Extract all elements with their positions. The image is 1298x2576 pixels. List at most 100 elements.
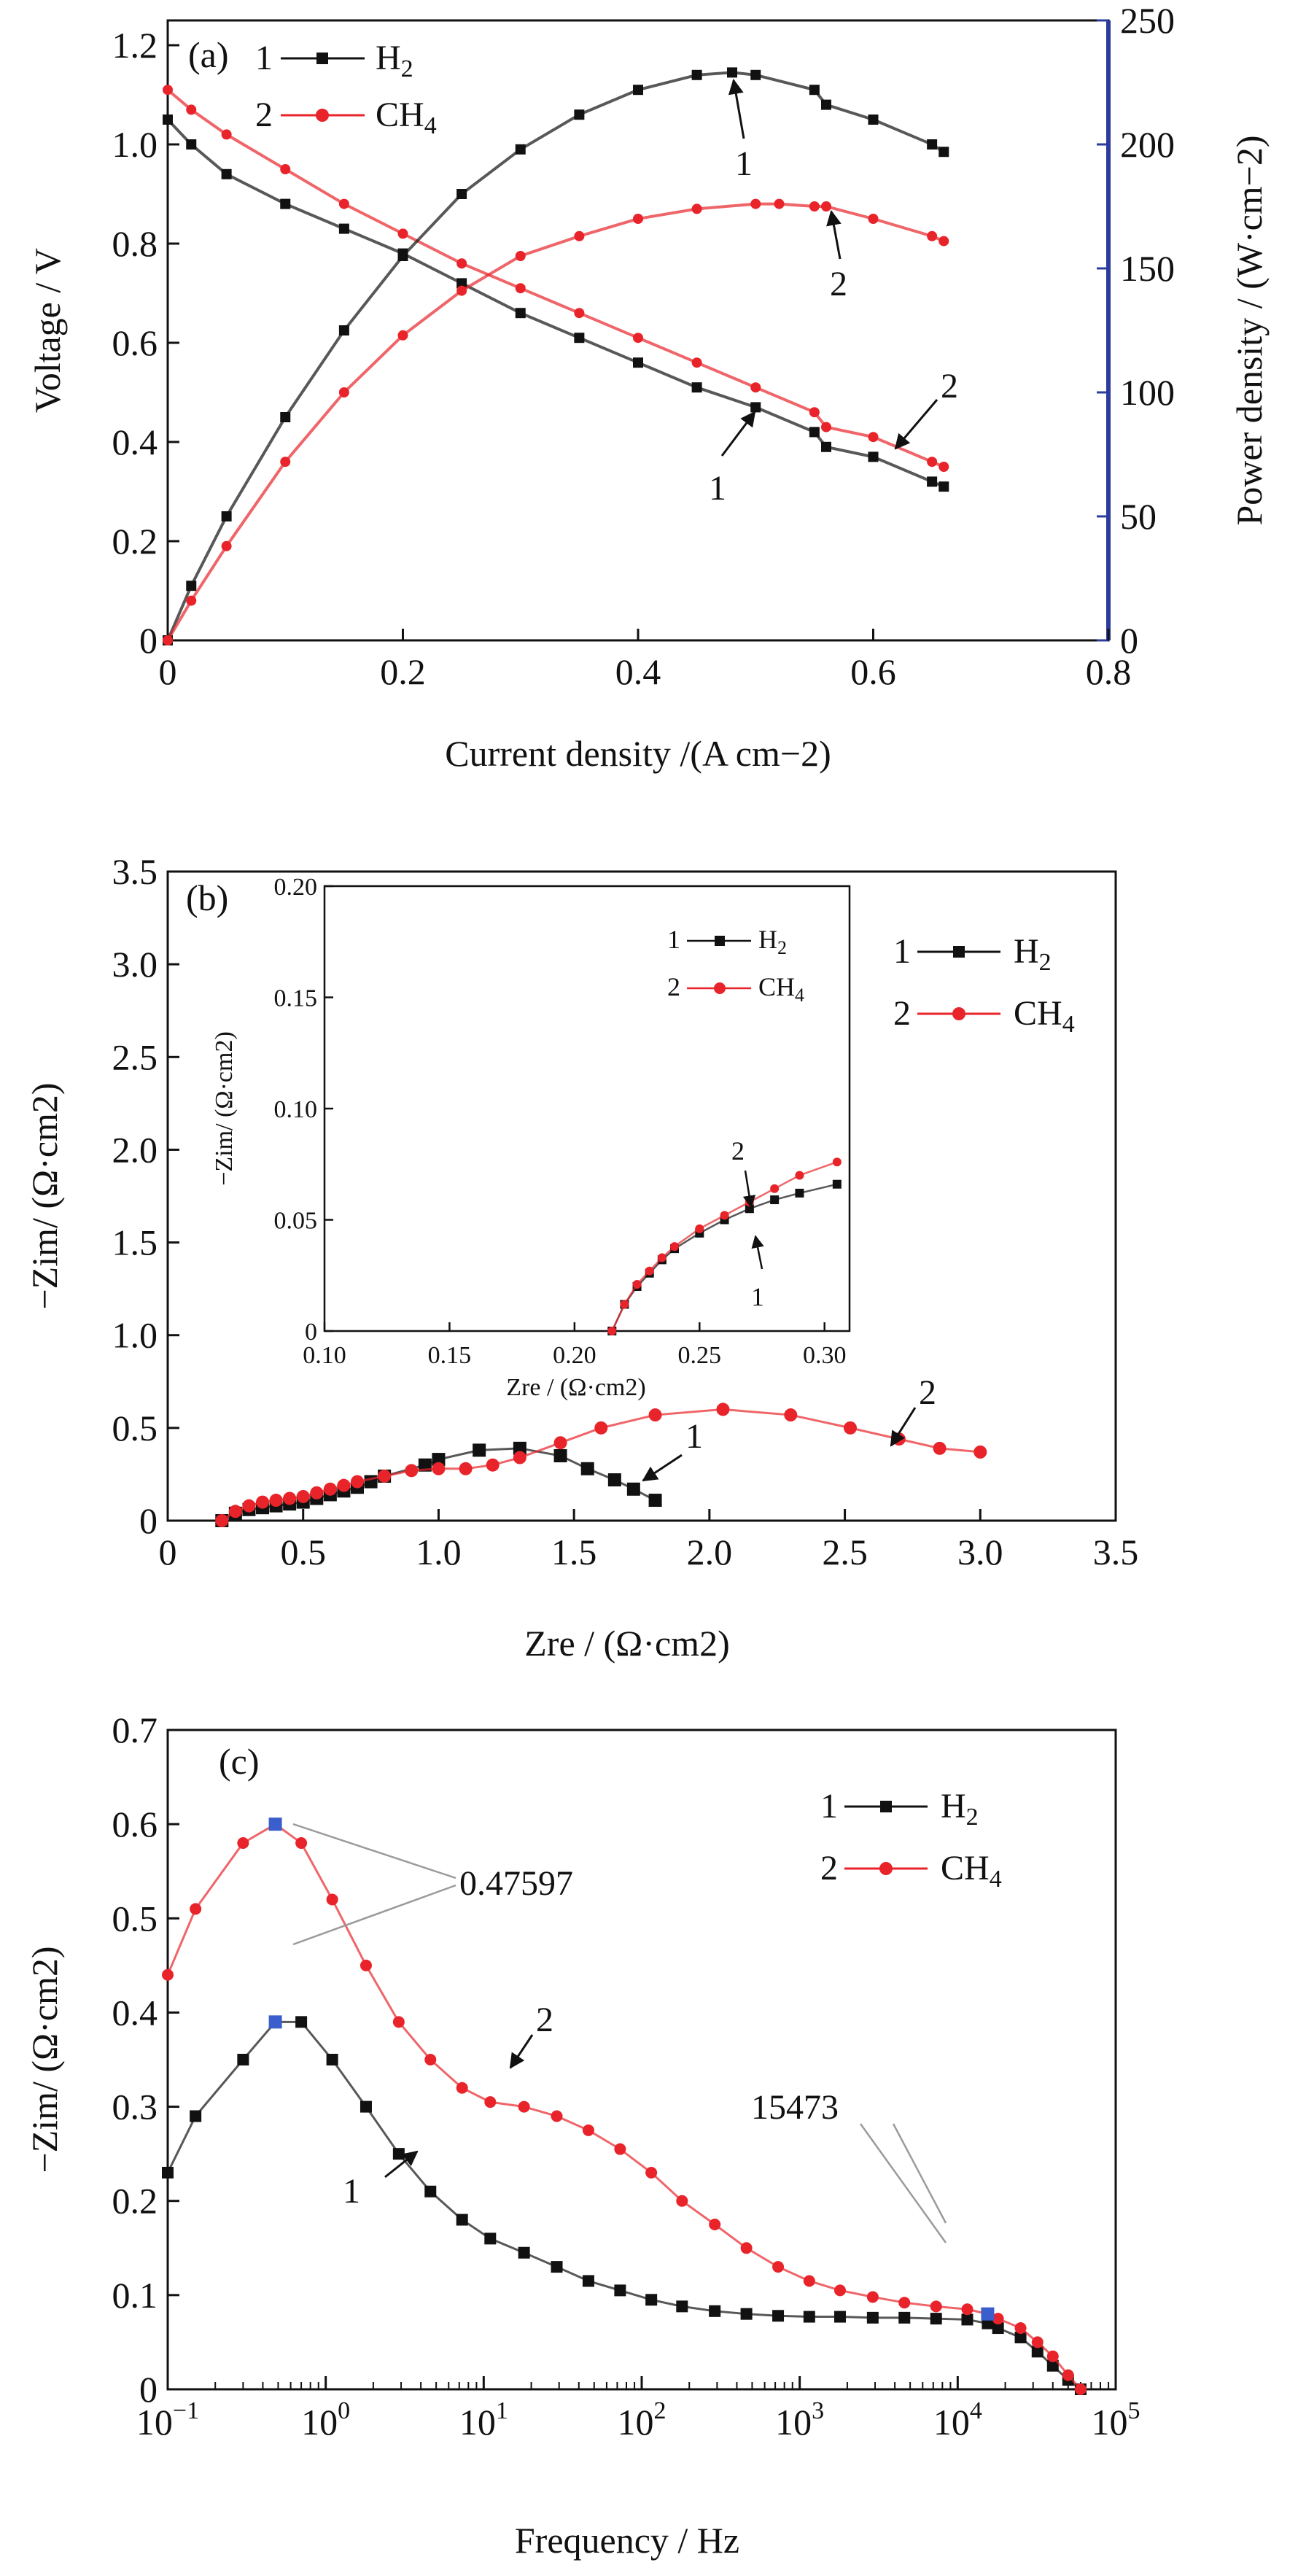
c-series-1-point-18 (740, 2242, 753, 2254)
panel-a-label: (a) (188, 34, 229, 75)
inset-ytick-label-4: 0.20 (274, 874, 318, 901)
a-ytick-label-0: 0 (139, 620, 158, 661)
a-series-0-point-12 (809, 427, 820, 438)
b-series-1-point-22 (844, 1421, 857, 1435)
inset-series-1-point-3 (645, 1266, 654, 1276)
c-series-1-point-30 (1046, 2350, 1059, 2362)
a-series-1-point-16 (938, 462, 949, 472)
annot-a-1-top: 1 (735, 144, 753, 183)
a-series-3-point-2 (221, 540, 232, 551)
panel-b-frame (166, 870, 1117, 1522)
c-xtick-exp-5: 4 (970, 2397, 982, 2424)
a-series-3-point-14 (821, 201, 831, 212)
panel-c-label: (c) (219, 1741, 260, 1782)
b-xtick-label-7: 3.5 (1093, 1532, 1139, 1572)
a-series-1-point-11 (750, 382, 761, 393)
a-series-1-point-9 (633, 333, 643, 344)
panel-b-y-label: −Zim/ (Ω·cm2) (24, 1082, 65, 1309)
c-series-0-point-25 (961, 2313, 974, 2326)
a-series-0-point-4 (338, 223, 349, 234)
inset-xtick-label-1: 0.15 (428, 1342, 472, 1369)
a-y2tick-label-4: 200 (1120, 124, 1175, 165)
c-xtick-label-6: 105 (1092, 2397, 1140, 2443)
panel-a-left-ticks: 0 0.2 0.4 0.6 0.8 1.0 1.2 (112, 25, 179, 661)
panel-b-legend: 1 H2 2 CH4 (893, 932, 1075, 1038)
c-xtick-base-4: 10 (775, 2402, 812, 2443)
a-series-2-point-13 (809, 85, 820, 96)
c-ytick-label-6: 0.6 (112, 1804, 158, 1844)
c-series-0-point-20 (803, 2311, 815, 2323)
c-ytick-label-2: 0.2 (112, 2181, 158, 2222)
legend-c-base-1: H (941, 1787, 966, 1826)
c-xtick-label-3: 102 (618, 2397, 667, 2443)
a-xtick-label-0: 0 (159, 651, 177, 692)
a-series-0-point-2 (221, 168, 232, 179)
legend-c-marker-1 (880, 1801, 892, 1812)
callout-line-top (292, 1823, 456, 1879)
legend-b-num-1: 1 (893, 932, 911, 971)
c-series-0-point-24 (930, 2313, 942, 2325)
inset-series-0-point-11 (832, 1179, 842, 1189)
a-series-0-point-3 (280, 198, 291, 209)
a-series-0-point-16 (938, 481, 949, 492)
legend-c-label-2: CH4 (941, 1849, 1002, 1893)
c-series-0-point-8 (424, 2185, 437, 2197)
inset-y-ticks: 0 0.05 0.10 0.15 0.20 (274, 874, 333, 1346)
inset-ytick-label-3: 0.15 (274, 985, 318, 1012)
c-series-0-point-5 (326, 2054, 338, 2065)
legend-a-sub-1: 2 (401, 55, 413, 82)
c-series-1-point-14 (614, 2143, 626, 2155)
panel-a-frame (166, 19, 1110, 642)
inset-xtick-label-4: 0.30 (803, 1342, 847, 1369)
legend-c-num-2: 2 (820, 1849, 838, 1888)
c-series-0-point-14 (614, 2284, 626, 2297)
c-ytick-label-7: 0.7 (112, 1710, 158, 1750)
c-series-0-point-2 (237, 2054, 249, 2065)
inset-series-1-point-11 (832, 1157, 842, 1167)
c-series-0-point-17 (709, 2305, 721, 2317)
inset-series-1-point-2 (632, 1279, 642, 1289)
inset-series-1-point-5 (670, 1242, 679, 1252)
a-series-3-point-0 (163, 635, 173, 645)
a-series-3-point-8 (574, 230, 585, 241)
panel-a-right-ticks: 0 50 100 150 200 250 (1097, 0, 1175, 661)
b-series-0-point-18 (580, 1462, 594, 1475)
b-series-0-point-14 (432, 1453, 446, 1467)
c-series-1-point-8 (424, 2054, 437, 2065)
annot-a-arrow-1-low (720, 411, 756, 457)
c-series-0-point-27 (992, 2322, 1004, 2335)
c-series-0-point-13 (582, 2275, 594, 2287)
a-series-2-point-7 (515, 144, 526, 155)
b-ytick-label-7: 3.5 (112, 851, 158, 892)
inset-annot-2: 2 (731, 1136, 745, 1165)
c-series-0-point-29 (1031, 2346, 1044, 2358)
a-series-2-point-16 (927, 139, 938, 150)
inset-frame (323, 885, 851, 1332)
a-series-2-point-12 (750, 69, 761, 80)
a-series-3-point-11 (750, 198, 761, 209)
inset-series-1-point-0 (607, 1327, 617, 1335)
legend-c-num-1: 1 (820, 1787, 838, 1826)
c-series-1-point-31 (1062, 2369, 1074, 2381)
a-y2tick-label-5: 250 (1120, 0, 1175, 41)
a-series-0-point-15 (927, 476, 938, 487)
panel-a-x-ticks: 0 0.2 0.4 0.6 0.8 (159, 629, 1131, 692)
annot-b-arrow-1 (642, 1454, 683, 1482)
c-series-0-point-11 (518, 2246, 530, 2259)
b-series-1-point-18 (594, 1421, 608, 1435)
c-series-1-point-1 (190, 1903, 202, 1915)
c-series-1-point-0 (162, 1968, 174, 1981)
inset-series-1-point-6 (695, 1224, 704, 1233)
b-xtick-label-2: 1.0 (416, 1532, 462, 1572)
b-ytick-label-3: 1.5 (112, 1222, 158, 1263)
legend-a-num-1: 1 (255, 39, 273, 77)
b-series-1-point-8 (323, 1482, 337, 1496)
legend-c-sub-1: 2 (966, 1804, 979, 1831)
c-series-1-point-11 (518, 2100, 530, 2113)
inset-series-1-point-9 (770, 1184, 780, 1193)
b-series-1-point-2 (242, 1499, 256, 1513)
annot-a-2-low: 2 (941, 367, 958, 406)
b-series-1-point-10 (351, 1475, 364, 1489)
inset-xtick-label-3: 0.25 (678, 1342, 722, 1369)
inset-legend-base-2: CH (758, 972, 795, 1001)
